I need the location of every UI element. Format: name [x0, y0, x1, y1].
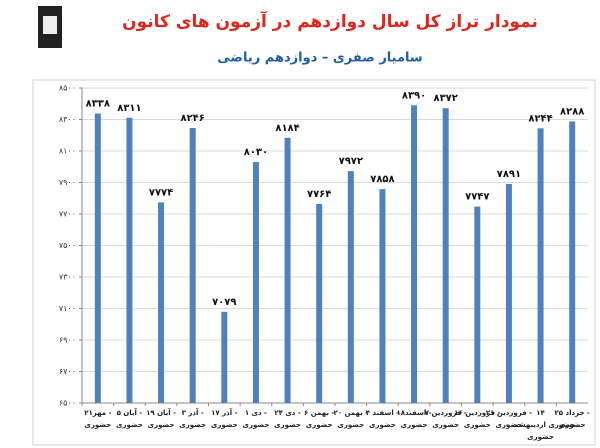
x-tick-label: حضوری: [306, 421, 333, 429]
value-label: ۷۸۵۸: [370, 174, 394, 185]
x-tick-label: حضوری: [179, 421, 206, 429]
x-tick-label: ۳ آذر -: [182, 408, 204, 417]
x-tick-label: ۱۴: [536, 409, 545, 417]
value-label: ۸۲۴۴: [528, 113, 552, 124]
x-tick-label: حضوری: [116, 421, 143, 429]
x-tick-label: ۲۱ فروردین -: [486, 409, 532, 417]
y-tick-label: ۸۱۰۰: [59, 147, 76, 156]
bar: [474, 206, 481, 403]
x-tick-label: حضوری: [243, 421, 270, 429]
x-tick-label: ۴ اسفند -: [366, 409, 399, 417]
logo-inner: [43, 16, 57, 34]
y-tick-label: ۶۹۰۰: [59, 336, 76, 345]
y-tick-label: ۸۳۰۰: [59, 115, 76, 124]
x-tick-label: ۱۹ آبان -: [146, 408, 176, 417]
x-tick-label: ۵ آبان -: [117, 408, 143, 417]
value-label: ۷۷۶۴: [307, 189, 331, 200]
bar: [347, 171, 354, 403]
x-tick-label: حضوری: [369, 421, 396, 429]
y-tick-label: ۶۷۰۰: [59, 367, 76, 376]
x-tick-label: حضوری: [496, 421, 523, 429]
x-tick-label: ۱۷ آذر -: [211, 408, 237, 417]
value-label: ۸۰۳۰: [244, 147, 268, 158]
bar: [158, 202, 165, 403]
x-tick-label: ۲۰ بهمن -: [334, 409, 369, 417]
x-tick-label: حضوری: [401, 421, 428, 429]
value-label: ۸۳۷۲: [433, 93, 457, 104]
value-label: ۷۰۷۹: [212, 297, 236, 308]
x-tick-label: حضوری: [464, 421, 491, 429]
y-tick-label: ۸۵۰۰: [59, 84, 76, 93]
bar: [569, 121, 576, 403]
x-tick-label: ۲۵ خرداد -: [555, 409, 590, 417]
y-tick-label: ۷۷۰۰: [59, 210, 76, 219]
value-label: ۷۷۴۷: [465, 192, 489, 203]
x-tick-label: حضوری: [84, 421, 111, 429]
bar: [442, 108, 449, 403]
x-tick-label: حضوری: [432, 421, 459, 429]
y-tick-label: ۷۵۰۰: [59, 241, 76, 250]
bar: [379, 189, 386, 403]
x-tick-label: حضوری: [274, 421, 301, 429]
y-tick-label: ۶۵۰۰: [59, 399, 76, 408]
bar: [505, 183, 512, 403]
value-label: ۸۳۱۱: [117, 103, 141, 114]
x-tick-label: ۱ دی -: [245, 409, 267, 417]
bar: [189, 128, 196, 403]
value-label: ۸۲۸۸: [560, 106, 584, 117]
bar: [221, 311, 228, 403]
x-tick-label: حضوری: [527, 433, 554, 441]
bar: [284, 137, 291, 403]
x-tick-label: حضوری: [211, 421, 238, 429]
bar: [94, 113, 101, 403]
y-tick-label: ۷۹۰۰: [59, 178, 76, 187]
bar: [537, 128, 544, 403]
x-tick-label: حضوری: [148, 421, 175, 429]
bar: [411, 105, 418, 403]
bar: [252, 162, 259, 403]
chart-frame: [32, 79, 596, 446]
value-label: ۷۹۷۲: [339, 156, 363, 167]
x-tick-label: ۱۶ فروردین -: [454, 409, 500, 417]
y-tick-label: ۷۱۰۰: [59, 304, 76, 313]
chart-subtitle: سامیار صفری – دوازدهم ریاضی: [217, 51, 422, 66]
x-tick-label: ۲۴ دی -: [274, 409, 300, 417]
x-tick-label: حضوری: [337, 421, 364, 429]
bar: [126, 117, 133, 403]
bar: [316, 203, 323, 403]
chart-title: نمودار تراز کل سال دوازدهم در آزمون های …: [122, 10, 538, 32]
x-tick-label: - حضوری اردیبهشت: [506, 421, 575, 429]
y-tick-label: ۷۳۰۰: [59, 273, 76, 282]
value-label: ۷۷۷۴: [149, 187, 173, 198]
x-tick-label: ۶ بهمن -: [304, 409, 334, 417]
x-tick-label: ۷ فروردین -: [425, 409, 467, 417]
value-label: ۷۸۹۱: [497, 169, 521, 180]
x-tick-label: ۱۸اسفند -: [397, 409, 432, 417]
x-tick-label: ۲۱مهر -: [84, 409, 111, 417]
value-label: ۸۳۳۸: [86, 99, 110, 110]
x-tick-label: حضوری: [559, 421, 586, 429]
value-label: ۸۳۹۰: [402, 90, 426, 101]
value-label: ۸۱۸۴: [275, 123, 299, 134]
value-label: ۸۲۴۶: [180, 113, 204, 124]
